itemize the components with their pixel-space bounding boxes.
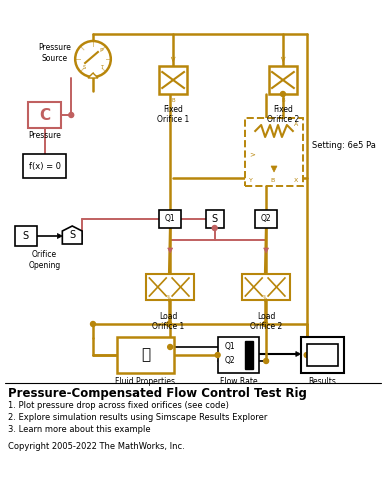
Bar xyxy=(245,341,253,369)
Text: Setting: 6e5 Pa: Setting: 6e5 Pa xyxy=(312,141,376,151)
Text: B: B xyxy=(263,298,267,303)
Bar xyxy=(245,118,303,186)
Bar xyxy=(159,210,181,228)
Circle shape xyxy=(264,359,269,364)
Text: 🛢: 🛢 xyxy=(141,347,150,363)
Bar xyxy=(242,274,290,300)
Text: Fluid Properties: Fluid Properties xyxy=(115,378,176,386)
Bar xyxy=(117,337,174,373)
Text: f(x) = 0: f(x) = 0 xyxy=(29,161,60,171)
Text: Pressure: Pressure xyxy=(28,132,61,140)
Bar xyxy=(28,102,61,128)
Text: Load
Orifice 1: Load Orifice 1 xyxy=(152,312,184,331)
Text: C: C xyxy=(39,107,50,122)
Text: S: S xyxy=(23,231,29,241)
Bar xyxy=(147,274,194,300)
Text: B: B xyxy=(167,298,171,303)
Text: Fixed
Orifice 2: Fixed Orifice 2 xyxy=(267,105,299,124)
Text: 2. Explore simulation results using Simscape Results Explorer: 2. Explore simulation results using Sims… xyxy=(8,413,267,422)
Bar xyxy=(269,66,297,94)
Bar xyxy=(23,154,66,178)
Text: <: < xyxy=(278,55,287,62)
Text: Results: Results xyxy=(309,378,336,386)
Text: Flow Rate: Flow Rate xyxy=(220,378,257,386)
Text: Q1: Q1 xyxy=(224,343,235,351)
Text: S: S xyxy=(69,230,75,240)
Circle shape xyxy=(263,322,268,327)
Circle shape xyxy=(91,322,96,327)
Bar xyxy=(15,226,36,246)
Text: B: B xyxy=(171,98,175,103)
Polygon shape xyxy=(57,233,62,239)
Text: S: S xyxy=(83,66,85,70)
Text: Q1: Q1 xyxy=(165,214,176,224)
Text: 1. Plot pressure drop across fixed orifices (see code): 1. Plot pressure drop across fixed orifi… xyxy=(8,401,229,410)
Circle shape xyxy=(75,41,111,77)
Circle shape xyxy=(168,345,172,349)
Text: Pressure-Compensated Flow Control Test Rig: Pressure-Compensated Flow Control Test R… xyxy=(8,387,307,400)
Text: Q2: Q2 xyxy=(224,357,235,365)
Text: A: A xyxy=(294,122,298,127)
Text: S: S xyxy=(212,214,218,224)
Text: >: > xyxy=(249,151,255,157)
Bar xyxy=(206,210,223,228)
Text: s: s xyxy=(262,294,265,299)
Text: Load
Orifice 2: Load Orifice 2 xyxy=(250,312,282,331)
Bar xyxy=(159,66,187,94)
Text: X: X xyxy=(294,178,298,183)
Text: B: B xyxy=(281,98,285,103)
Polygon shape xyxy=(264,248,269,253)
Text: P: P xyxy=(99,49,103,53)
Text: s: s xyxy=(166,294,169,299)
Bar xyxy=(307,344,338,366)
Bar xyxy=(301,337,344,373)
Text: Orifice
Opening: Orifice Opening xyxy=(28,250,61,270)
Text: T: T xyxy=(100,66,103,70)
Polygon shape xyxy=(296,351,301,357)
Text: Y: Y xyxy=(249,178,253,183)
Circle shape xyxy=(69,112,74,118)
Polygon shape xyxy=(88,73,98,78)
Text: Pressure
Source: Pressure Source xyxy=(38,43,71,63)
Polygon shape xyxy=(271,166,277,172)
Bar xyxy=(218,337,259,373)
Circle shape xyxy=(167,322,172,327)
Text: Fixed
Orifice 1: Fixed Orifice 1 xyxy=(157,105,189,124)
Text: Copyright 2005-2022 The MathWorks, Inc.: Copyright 2005-2022 The MathWorks, Inc. xyxy=(8,442,185,451)
Polygon shape xyxy=(62,226,82,244)
Circle shape xyxy=(215,352,220,358)
Text: B: B xyxy=(270,178,274,183)
Text: <: < xyxy=(169,55,178,62)
Circle shape xyxy=(304,352,309,358)
Circle shape xyxy=(212,226,217,230)
Bar xyxy=(255,210,277,228)
Text: Q2: Q2 xyxy=(261,214,271,224)
Circle shape xyxy=(280,91,285,97)
Text: 3. Learn more about this example: 3. Learn more about this example xyxy=(8,425,151,434)
Polygon shape xyxy=(168,248,172,253)
